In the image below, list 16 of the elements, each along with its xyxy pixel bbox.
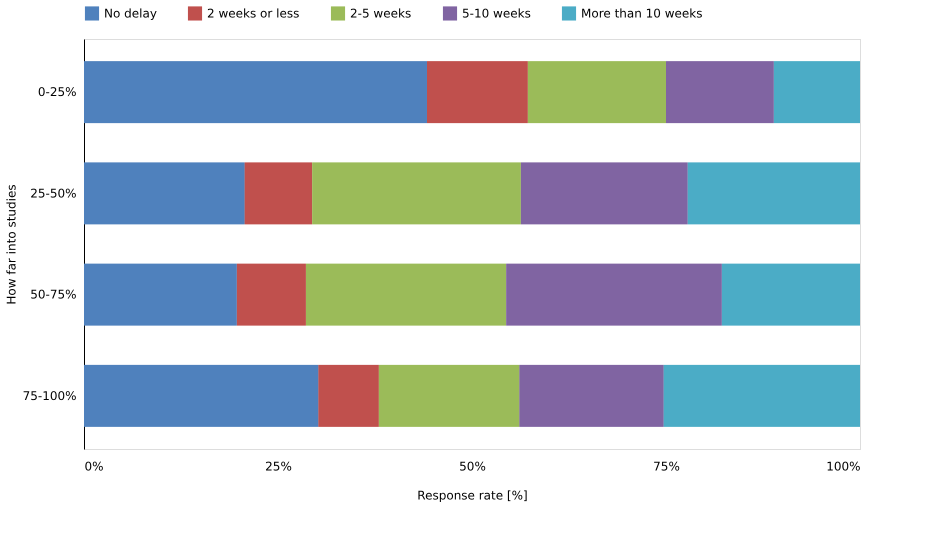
- legend-label: More than 10 weeks: [581, 6, 703, 20]
- y-tick-label: 50-75%: [30, 288, 76, 302]
- legend-label: 5-10 weeks: [462, 6, 531, 20]
- y-tick-label: 0-25%: [38, 85, 76, 100]
- legend-label: No delay: [104, 6, 157, 20]
- y-axis-title: How far into studies: [4, 184, 19, 305]
- y-tick-label: 25-50%: [30, 186, 76, 200]
- legend-label: 2-5 weeks: [350, 6, 412, 20]
- x-tick-label: 100%: [826, 460, 860, 474]
- legend-label: 2 weeks or less: [207, 6, 300, 20]
- y-tick-label: 75-100%: [22, 388, 76, 403]
- x-tick-label: 75%: [653, 460, 680, 474]
- x-tick-label: 25%: [265, 460, 292, 474]
- x-axis-title: Response rate [%]: [417, 488, 528, 502]
- x-tick-label: 50%: [459, 460, 486, 474]
- x-tick-label: 0%: [84, 460, 104, 474]
